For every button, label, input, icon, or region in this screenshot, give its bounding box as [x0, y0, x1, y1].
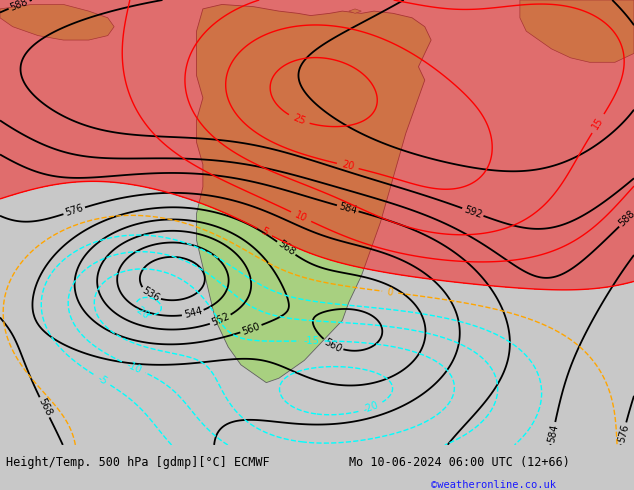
- Text: 0: 0: [387, 287, 394, 297]
- Polygon shape: [520, 0, 634, 62]
- Text: 588: 588: [617, 209, 634, 229]
- Text: 576: 576: [616, 423, 631, 443]
- Text: 584: 584: [337, 201, 358, 216]
- Text: -15: -15: [304, 336, 320, 346]
- Text: 560: 560: [240, 321, 261, 337]
- Text: 568: 568: [276, 239, 297, 258]
- Text: 10: 10: [294, 210, 309, 224]
- Text: ©weatheronline.co.uk: ©weatheronline.co.uk: [431, 481, 556, 490]
- Text: 592: 592: [462, 204, 483, 220]
- Text: -20: -20: [133, 304, 152, 321]
- Text: 25: 25: [291, 113, 307, 127]
- Text: 5: 5: [259, 226, 269, 238]
- Text: 576: 576: [64, 203, 84, 219]
- Polygon shape: [349, 9, 361, 13]
- Text: 560: 560: [322, 337, 344, 354]
- Text: -10: -10: [124, 359, 143, 375]
- Text: 568: 568: [36, 397, 53, 418]
- Text: Mo 10-06-2024 06:00 UTC (12+66): Mo 10-06-2024 06:00 UTC (12+66): [349, 457, 569, 469]
- Text: 15: 15: [590, 116, 605, 131]
- Text: 536: 536: [140, 286, 161, 304]
- Text: -20: -20: [361, 400, 380, 415]
- Text: -5: -5: [95, 373, 108, 387]
- Text: 544: 544: [183, 306, 203, 320]
- Text: Height/Temp. 500 hPa [gdmp][°C] ECMWF: Height/Temp. 500 hPa [gdmp][°C] ECMWF: [6, 457, 270, 469]
- Text: 584: 584: [546, 423, 560, 443]
- Text: 588: 588: [9, 0, 30, 13]
- Text: 20: 20: [340, 160, 355, 172]
- Polygon shape: [197, 4, 431, 383]
- Text: 552: 552: [210, 312, 231, 328]
- Polygon shape: [0, 4, 114, 40]
